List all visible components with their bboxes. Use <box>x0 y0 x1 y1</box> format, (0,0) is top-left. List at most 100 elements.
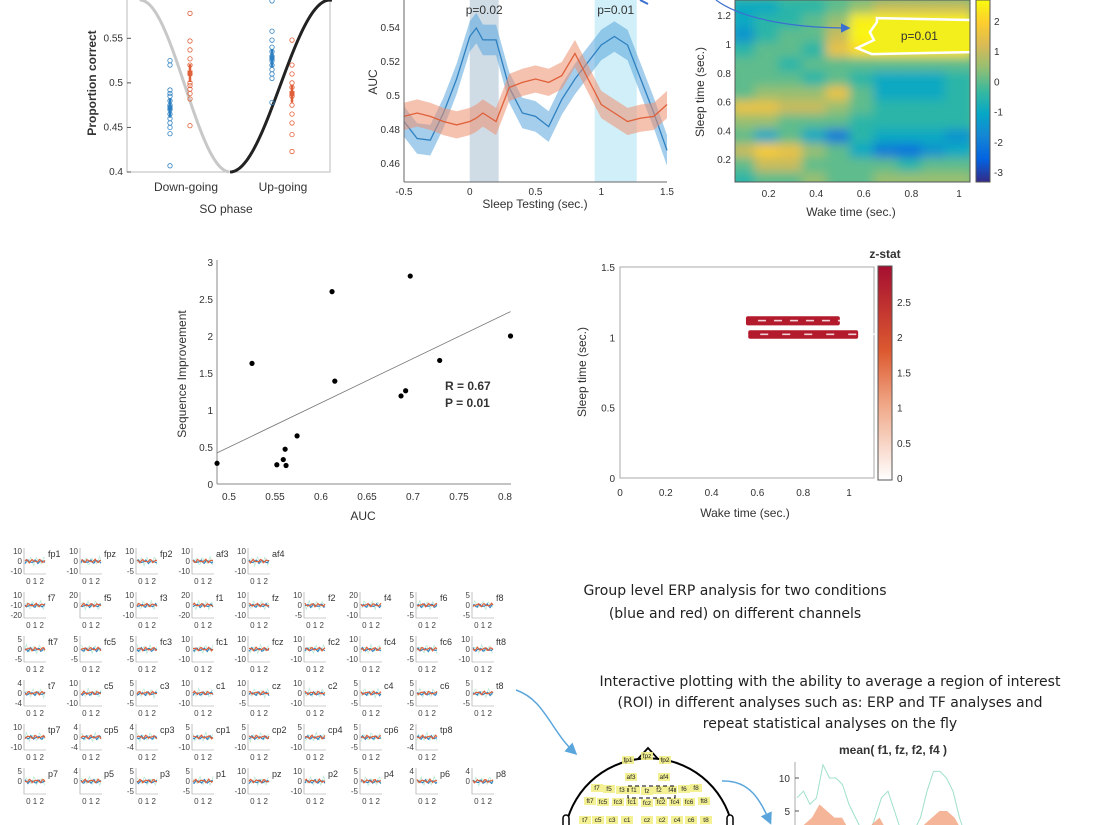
channel-plot-ft7[interactable]: 50-50 1 2 ft7 <box>15 635 58 674</box>
electrode-fc5[interactable]: fc5 <box>597 798 609 806</box>
electrode-fc4[interactable]: fc4 <box>669 798 681 806</box>
channel-plot-p2[interactable]: 100-10 0 1 2 p2 <box>290 767 338 806</box>
electrode-f6[interactable]: f6 <box>678 785 690 793</box>
channel-plot-f5[interactable]: 200 0 1 2 f5 <box>69 591 111 630</box>
channel-plot-p5[interactable]: 40 0 1 2 p5 <box>74 767 114 806</box>
channel-label: t7 <box>48 681 56 691</box>
electrode-f4[interactable]: f4 <box>665 786 677 794</box>
channel-plot-p6[interactable]: 40 0 1 2 p6 <box>410 767 450 806</box>
channel-plot-t8[interactable]: 50-50 1 2 t8 <box>463 679 504 718</box>
electrode-cz[interactable]: cz <box>641 816 653 824</box>
channel-plot-cp3[interactable]: 40-40 1 2 cp3 <box>127 723 175 762</box>
electrode-af4[interactable]: af4 <box>658 773 670 781</box>
channel-plot-cp1[interactable]: 50-10 0 1 2 cp1 <box>178 723 230 762</box>
electrode-ft7[interactable]: ft7 <box>584 797 596 805</box>
tf-heatmap-plot: p=0.01 0.2 0.4 0.6 0.8 1 0.2 0.4 0.6 0.8 1 1.2 Wake … <box>693 0 1003 219</box>
electrode-label: f3 <box>619 787 625 794</box>
channel-plot-f1[interactable]: 200-20 0 1 2 f1 <box>178 591 223 630</box>
channel-plot-f4[interactable]: 200-10 0 1 2 f4 <box>346 591 391 630</box>
channel-plot-fcz[interactable]: 100-10 0 1 2 fcz <box>234 635 284 674</box>
channel-plot-f6[interactable]: 50-50 1 2 f6 <box>407 591 448 630</box>
electrode-c6[interactable]: c6 <box>685 816 697 824</box>
channel-plot-fp1[interactable]: 100-10 0 1 2 fp1 <box>10 547 60 586</box>
electrode-af3[interactable]: af3 <box>625 773 637 781</box>
channel-plot-fc6[interactable]: 50-50 1 2 fc6 <box>407 635 452 674</box>
channel-plot-fc4[interactable]: 100-10 0 1 2 fc4 <box>346 635 396 674</box>
channel-plot-fz[interactable]: 100-10 0 1 2 fz <box>234 591 279 630</box>
channel-plot-af3[interactable]: 100-10 0 1 2 af3 <box>178 547 228 586</box>
channel-plot-fc2[interactable]: 100-10 0 1 2 fc2 <box>290 635 340 674</box>
individual-traces <box>360 731 382 742</box>
electrode-fc6[interactable]: fc6 <box>683 798 695 806</box>
channel-plot-cp4[interactable]: 50-10 0 1 2 cp4 <box>290 723 342 762</box>
electrode-c3[interactable]: c3 <box>606 816 618 824</box>
channel-plot-fc3[interactable]: 50-50 1 2 fc3 <box>127 635 172 674</box>
channel-plot-tp8[interactable]: 20-40 1 2 tp8 <box>407 723 453 762</box>
channel-plot-tp7[interactable]: 100-10 0 1 2 tp7 <box>10 723 60 762</box>
electrode-c5[interactable]: c5 <box>592 816 604 824</box>
electrode-fz[interactable]: fz <box>641 787 653 795</box>
blue-erp-line <box>304 602 326 609</box>
electrode-ft8[interactable]: ft8 <box>698 797 710 805</box>
electrode-f8[interactable]: f8 <box>690 784 702 792</box>
channel-plot-cp6[interactable]: 50-50 1 2 cp6 <box>351 723 399 762</box>
electrode-f7[interactable]: f7 <box>591 784 603 792</box>
mini-y-tick: -4 <box>71 743 79 752</box>
electrode-f3[interactable]: f3 <box>616 786 628 794</box>
channel-plot-f3[interactable]: 100-10 0 1 2 f3 <box>122 591 167 630</box>
channel-plot-cp2[interactable]: 50-10 0 1 2 cp2 <box>234 723 286 762</box>
channel-plot-f2[interactable]: 100-50 1 2 f2 <box>293 591 335 630</box>
electrode-f1[interactable]: f1 <box>628 786 640 794</box>
channel-plot-fp2[interactable]: 100-50 1 2 fp2 <box>125 547 172 586</box>
channel-plot-p8[interactable]: 40 0 1 2 p8 <box>466 767 506 806</box>
channel-plot-c2[interactable]: 100-10 0 1 2 c2 <box>290 679 337 718</box>
electrode-fpz[interactable]: fpz <box>641 752 653 760</box>
channel-plot-cp5[interactable]: 40-40 1 2 cp5 <box>71 723 119 762</box>
channel-plot-fc5[interactable]: 50-50 1 2 fc5 <box>71 635 116 674</box>
channel-plot-ft8[interactable]: 100-10 0 1 2 ft8 <box>458 635 506 674</box>
channel-plot-fc1[interactable]: 100-10 0 1 2 fc1 <box>178 635 228 674</box>
electrode-f5[interactable]: f5 <box>603 785 615 793</box>
heatmap-cell <box>754 56 783 75</box>
channel-label: af4 <box>272 549 285 559</box>
channel-plot-t7[interactable]: 40-40 1 2 t7 <box>15 679 56 718</box>
heatmap-cell <box>735 172 760 182</box>
channel-plot-f8[interactable]: 50-50 1 2 f8 <box>463 591 504 630</box>
x-tick-label: 0.8 <box>796 488 810 499</box>
heatmap-cell <box>754 28 783 46</box>
electrode-c2[interactable]: c2 <box>656 816 668 824</box>
mini-y-tick: 5 <box>74 635 79 644</box>
channel-plot-p4[interactable]: 50-50 1 2 p4 <box>351 767 394 806</box>
electrode-fcz[interactable]: fcz <box>641 799 653 807</box>
heatmap-cell <box>825 143 855 161</box>
electrode-fp2[interactable]: fp2 <box>659 756 671 764</box>
channel-plot-fpz[interactable]: 100-10 0 1 2 fpz <box>66 547 116 586</box>
channel-plot-p3[interactable]: 50-50 1 2 p3 <box>127 767 170 806</box>
channel-plot-af4[interactable]: 100-10 0 1 2 af4 <box>234 547 284 586</box>
channel-plot-c5[interactable]: 100-10 0 1 2 c5 <box>66 679 113 718</box>
channel-plot-f7[interactable]: 10-10-20 0 1 2 f7 <box>10 591 55 630</box>
individual-traces <box>416 731 438 742</box>
electrode-t7[interactable]: t7 <box>579 816 591 824</box>
channel-plot-c1[interactable]: 100-10 0 1 2 c1 <box>178 679 225 718</box>
electrode-fc2[interactable]: fc2 <box>655 798 667 806</box>
electrode-fp1[interactable]: fp1 <box>622 756 634 764</box>
electrode-t8[interactable]: t8 <box>700 816 712 824</box>
channel-plot-c4[interactable]: 50-50 1 2 c4 <box>351 679 394 718</box>
channel-plot-cz[interactable]: 100-50 1 2 cz <box>237 679 281 718</box>
channel-plot-p7[interactable]: 50 0 1 2 p7 <box>18 767 58 806</box>
red-erp-line <box>248 778 270 784</box>
electrode-c1[interactable]: c1 <box>621 816 633 824</box>
channel-plot-p1[interactable]: 50-50 1 2 p1 <box>183 767 226 806</box>
red-erp-line <box>472 690 494 696</box>
electrode-fc1[interactable]: fc1 <box>626 798 638 806</box>
channel-plot-pz[interactable]: 100-10 0 1 2 pz <box>234 767 282 806</box>
channel-plot-c3[interactable]: 50-50 1 2 c3 <box>127 679 170 718</box>
data-point <box>289 37 295 43</box>
electrode-c4[interactable]: c4 <box>671 816 683 824</box>
channel-plot-c6[interactable]: 50-50 1 2 c6 <box>407 679 450 718</box>
electrode-f2[interactable]: f2 <box>653 786 665 794</box>
heatmap-cells <box>735 0 970 182</box>
electrode-fc3[interactable]: fc3 <box>612 798 624 806</box>
data-point <box>167 58 173 64</box>
